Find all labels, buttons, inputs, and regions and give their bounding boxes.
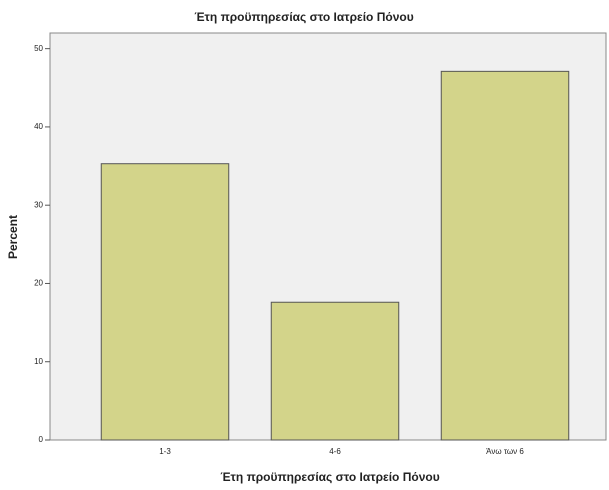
x-tick-label: 1-3 bbox=[159, 447, 171, 456]
y-tick-label: 50 bbox=[34, 44, 43, 53]
bar bbox=[440, 70, 570, 441]
y-tick-label: 40 bbox=[34, 122, 43, 131]
chart-title: Έτη προϋπηρεσίας στο Ιατρείο Πόνου bbox=[194, 10, 413, 24]
x-tick-label: Άνω των 6 bbox=[486, 447, 524, 456]
y-tick-label: 10 bbox=[34, 357, 43, 366]
y-tick-label: 0 bbox=[39, 435, 44, 444]
bar bbox=[270, 301, 400, 441]
x-axis-label: Έτη προϋπηρεσίας στο Ιατρείο Πόνου bbox=[220, 470, 439, 484]
y-axis-label: Percent bbox=[6, 215, 20, 259]
y-tick-label: 30 bbox=[34, 200, 43, 209]
bar bbox=[100, 163, 230, 441]
y-tick-label: 20 bbox=[34, 279, 43, 288]
x-tick-label: 4-6 bbox=[329, 447, 341, 456]
